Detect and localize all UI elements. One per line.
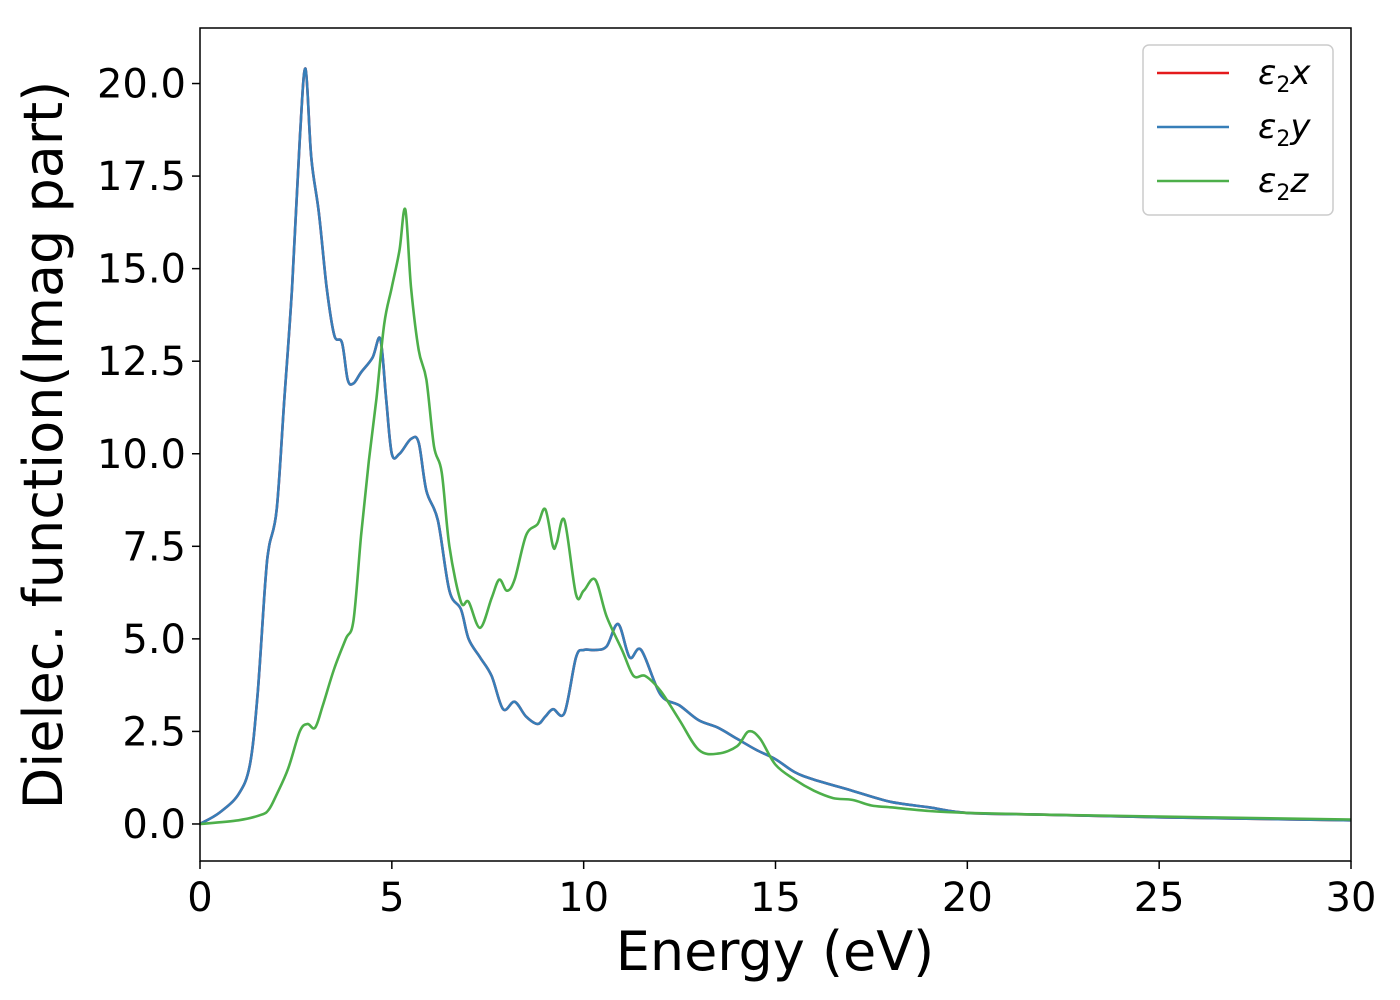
y-tick-label: 7.5 — [122, 524, 186, 570]
series-line-z — [199, 207, 1352, 826]
y-axis-title: Dielec. function(Imag part) — [12, 81, 75, 810]
legend-label-x: ε2x — [1258, 53, 1311, 98]
y-tick-label: 10.0 — [97, 432, 186, 478]
legend-label-y: ε2y — [1258, 107, 1311, 152]
y-tick-label: 5.0 — [122, 617, 186, 663]
x-tick-label: 25 — [1134, 875, 1185, 921]
series-layer — [199, 67, 1352, 826]
y-tick-label: 0.0 — [122, 802, 186, 848]
legend-box — [1142, 44, 1334, 216]
y-tick-label: 2.5 — [122, 709, 186, 755]
y-tick-label: 17.5 — [97, 154, 186, 200]
x-axis: 0 5 10 15 20 25 30 — [187, 861, 1376, 921]
x-tick-label: 10 — [558, 875, 609, 921]
legend-label-z: ε2z — [1258, 161, 1309, 206]
legend-items: ε2x ε2y ε2z — [1157, 53, 1311, 206]
x-tick-label: 20 — [942, 875, 993, 921]
y-axis: 0.0 2.5 5.0 7.5 10.0 12.5 15.0 17.5 20.0 — [97, 62, 200, 848]
y-tick-label: 15.0 — [97, 247, 186, 293]
series-line-y — [199, 67, 1352, 826]
x-tick-label: 30 — [1326, 875, 1377, 921]
x-tick-label: 15 — [750, 875, 801, 921]
x-axis-title: Energy (eV) — [616, 920, 935, 983]
y-tick-label: 12.5 — [97, 339, 186, 385]
x-tick-label: 0 — [187, 875, 212, 921]
y-tick-label: 20.0 — [97, 62, 186, 108]
x-tick-label: 5 — [379, 875, 404, 921]
legend: ε2x ε2y ε2z — [1142, 44, 1334, 216]
